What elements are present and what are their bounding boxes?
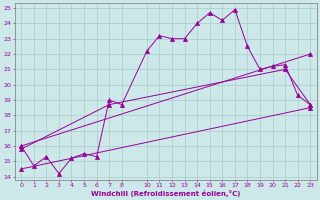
X-axis label: Windchill (Refroidissement éolien,°C): Windchill (Refroidissement éolien,°C) (91, 190, 240, 197)
